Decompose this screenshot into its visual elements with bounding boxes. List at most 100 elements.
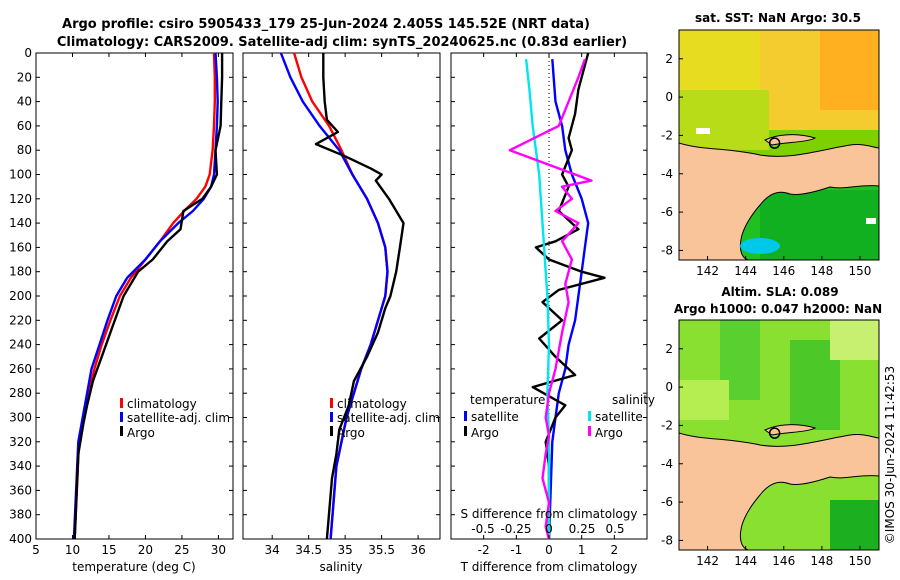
map-y-tick-label: -8 (661, 243, 673, 257)
map-y-tick-label: -6 (661, 205, 673, 219)
x-tick-label: 35.5 (368, 543, 395, 557)
y-tick-label: 180 (9, 265, 32, 279)
temperature-panel: 5 10 15 20 25 3002040608010012014016018020022… (9, 46, 234, 574)
x-tick-label: 36 (410, 543, 425, 557)
y-tick-label: 380 (9, 508, 32, 522)
legend-label-temp-satellite: satellite (471, 410, 519, 424)
map-x-tick-label: 142 (696, 554, 719, 568)
series-line-salinity-argo (508, 58, 593, 540)
map-y-tick-label: -4 (661, 167, 673, 181)
x-tick-label: 34.5 (295, 543, 322, 557)
legend-title-salinity: salinity (612, 393, 655, 407)
legend-swatch-climatology (330, 398, 333, 408)
y-tick-label: 400 (9, 532, 32, 546)
map-y-tick-label: 2 (665, 52, 673, 66)
y-tick-label: 20 (17, 70, 32, 84)
legend-label-argo: Argo (337, 426, 365, 440)
map-x-tick-label: 142 (696, 264, 719, 278)
y-tick-label: 340 (9, 459, 32, 473)
sst-map-panel: sat. SST: NaN Argo: 30.5 142 144 146 148 150… (661, 11, 880, 278)
legend-label-argo: Argo (127, 426, 155, 440)
legend-swatch-climatology (120, 398, 123, 408)
series-line-satellite-adj-clim (279, 52, 389, 540)
temperature-legend: climatology satellite-adj. clim Argo (120, 397, 230, 440)
sla-argo-marker (768, 427, 781, 439)
y-tick-label: 140 (9, 216, 32, 230)
map-y-tick-label: 2 (665, 342, 673, 356)
y-tick-label: 360 (9, 483, 32, 497)
map-x-tick-label: 146 (772, 554, 795, 568)
map-x-tick-label: 144 (734, 554, 757, 568)
legend-label-sal-argo: Argo (595, 426, 623, 440)
y-tick-label: 80 (17, 143, 32, 157)
map-x-tick-label: 144 (734, 264, 757, 278)
s-diff-tick: 0.25 (569, 522, 596, 536)
sla-map-frame (678, 319, 880, 551)
y-tick-label: 220 (9, 313, 32, 327)
s-diff-tick: 0 (545, 522, 553, 536)
x-tick-label: 30 (211, 543, 226, 557)
legend-swatch-temp-satellite (464, 411, 467, 421)
sla-land (679, 432, 879, 550)
map-y-tick-label: 0 (665, 380, 673, 394)
x-tick-label: 35 (338, 543, 353, 557)
x-tick-label: 10 (65, 543, 80, 557)
legend-swatch-argo (330, 426, 333, 436)
x-tick-label: 25 (174, 543, 189, 557)
map-y-tick-label: 0 (665, 90, 673, 104)
y-tick-label: 200 (9, 289, 32, 303)
sst-argo-marker (768, 137, 781, 149)
salinity-axes-frame (242, 52, 441, 540)
x-tick-label: 20 (138, 543, 153, 557)
y-tick-label: 120 (9, 192, 32, 206)
series-line-satellite-adj-clim (72, 52, 219, 540)
figure-title-line-2: Climatology: CARS2009. Satellite-adj cli… (57, 35, 627, 50)
map-x-tick-label: 148 (810, 554, 833, 568)
sst-island (764, 134, 817, 146)
x-tick-label: -2 (478, 543, 490, 557)
series-line-argo (73, 53, 224, 540)
y-tick-label: 160 (9, 240, 32, 254)
legend-label-sal-satellite: satellite (595, 410, 643, 424)
y-tick-label: 0 (24, 46, 32, 60)
y-tick-label: 300 (9, 411, 32, 425)
legend-label-climatology: climatology (127, 397, 197, 411)
series-line-salinity-satellite (524, 58, 551, 539)
y-tick-label: 280 (9, 386, 32, 400)
s-difference-label: S difference from climatology (461, 507, 638, 521)
y-tick-label: 320 (9, 435, 32, 449)
x-tick-label: 1 (578, 543, 586, 557)
x-tick-label: 34 (265, 543, 280, 557)
legend-swatch-satellite (330, 412, 333, 422)
x-tick-label: -1 (510, 543, 522, 557)
sst-map-frame (678, 29, 880, 261)
salinity-legend: climatology satellite-adj. clim Argo (330, 397, 440, 440)
map-y-tick-label: -2 (661, 128, 673, 142)
difference-legend: temperature salinity satellite Argo sate… (464, 393, 655, 440)
legend-swatch-argo (120, 426, 123, 436)
sla-map-title-1: Altim. SLA: 0.089 (721, 285, 838, 299)
y-tick-label: 40 (17, 95, 32, 109)
x-tick-label: 2 (611, 543, 619, 557)
map-y-tick-label: -8 (661, 533, 673, 547)
map-y-tick-label: -6 (661, 495, 673, 509)
s-difference-tick-labels: -0.5 -0.25 0 0.25 0.5 (471, 522, 624, 536)
legend-swatch-sal-argo (588, 426, 591, 436)
legend-swatch-temp-argo (464, 426, 467, 436)
legend-swatch-satellite (120, 412, 123, 422)
temperature-axes-frame (35, 52, 234, 540)
sst-cold-patch (740, 238, 780, 254)
salinity-xlabel: salinity (319, 560, 362, 574)
map-x-tick-label: 148 (810, 264, 833, 278)
legend-swatch-sal-satellite (588, 411, 591, 421)
sst-land (679, 142, 879, 260)
y-tick-label: 240 (9, 338, 32, 352)
legend-label-temp-argo: Argo (471, 426, 499, 440)
legend-label-satellite: satellite-adj. clim (337, 411, 440, 425)
map-x-tick-label: 150 (848, 264, 871, 278)
figure-title-line-1: Argo profile: csiro 5905433_179 25-Jun-2… (62, 17, 590, 32)
salinity-panel: 34 34.5 35 35.5 36 salinity climatology sate… (242, 52, 441, 574)
series-line-argo (314, 53, 405, 540)
map-y-tick-label: -4 (661, 457, 673, 471)
